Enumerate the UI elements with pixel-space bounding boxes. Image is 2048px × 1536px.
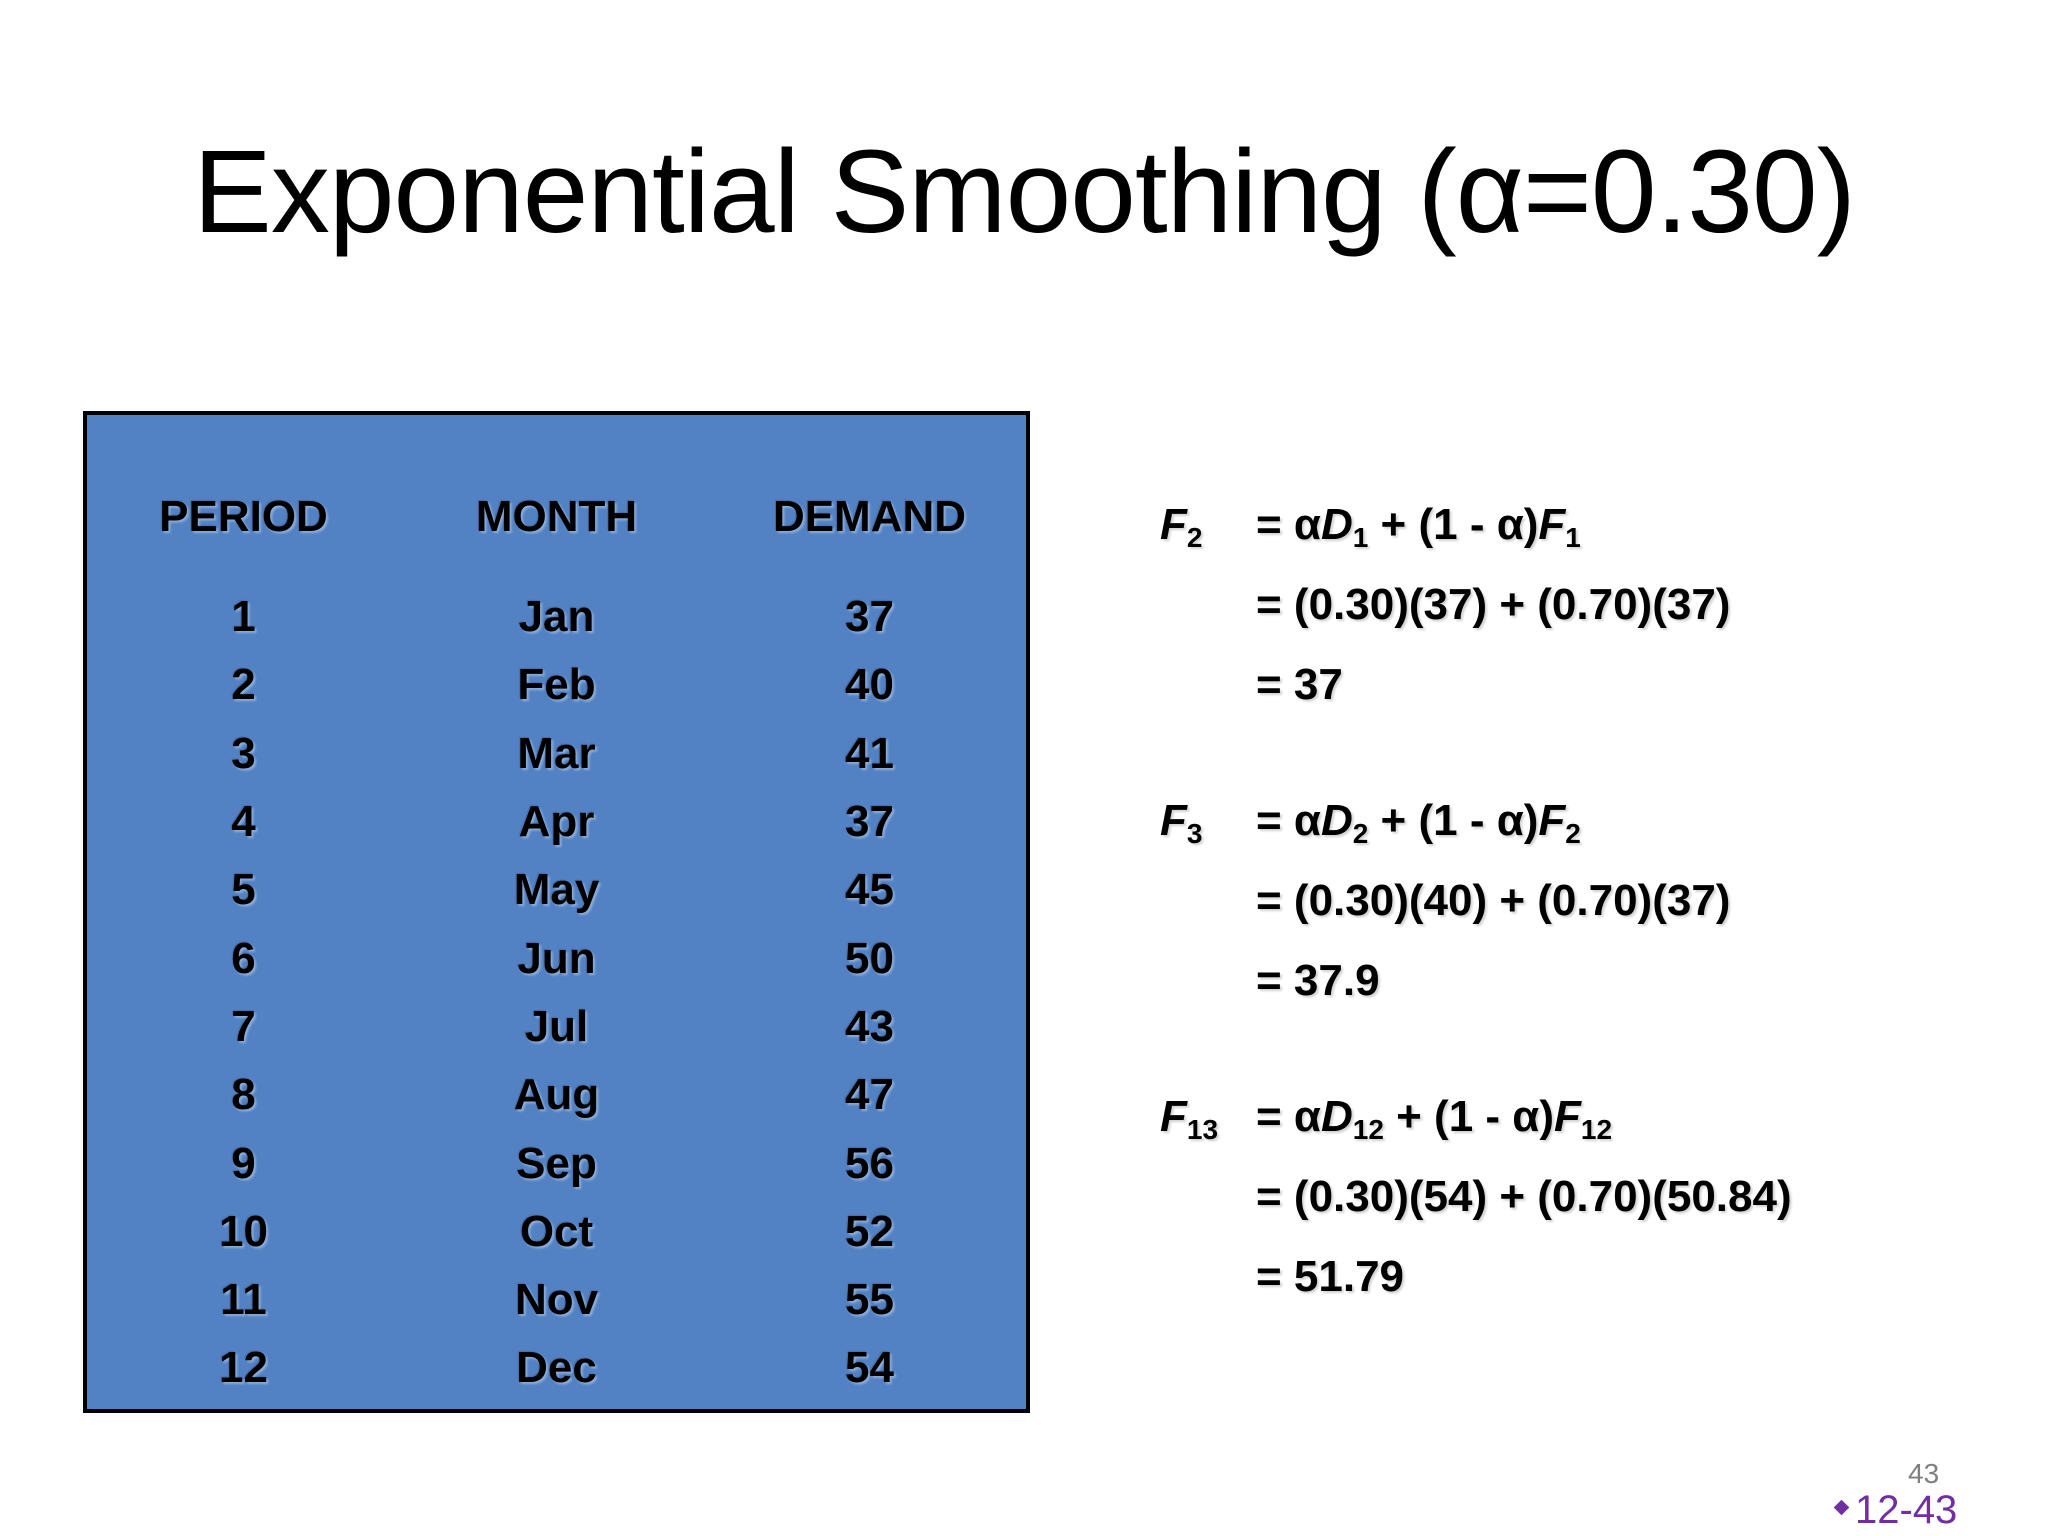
demand-cell: 37: [845, 797, 894, 847]
table-row: 7 Jul 43: [87, 993, 1026, 1061]
demand-cell: 56: [845, 1138, 894, 1188]
demand-cell: 54: [845, 1343, 894, 1393]
month-cell: Nov: [514, 1275, 599, 1325]
formula-result: = 37.9: [1256, 956, 1380, 1005]
demand-cell: 43: [845, 1001, 894, 1051]
table-row: 2 Feb 40: [87, 651, 1026, 719]
table-row: 3 Mar 41: [87, 720, 1026, 788]
period-cell: 7: [231, 1001, 256, 1051]
formula-variable: F13: [1160, 1092, 1219, 1145]
demand-cell: 45: [845, 865, 894, 915]
table-row: 12 Dec 54: [87, 1334, 1026, 1402]
demand-cell: 37: [845, 592, 894, 642]
formula-variable: F2: [1160, 500, 1203, 553]
table-row: 8 Aug 47: [87, 1061, 1026, 1129]
table-header-row: PERIOD MONTH DEMAND: [87, 481, 1026, 583]
slide-code: 12-43: [1833, 1488, 1958, 1533]
formula-substitution: = (0.30)(37) + (0.70)(37): [1256, 580, 1731, 629]
month-cell: Oct: [519, 1206, 594, 1256]
demand-cell: 40: [845, 660, 894, 710]
demand-cell: 52: [845, 1206, 894, 1256]
formula-definition: = αD1 + (1 - α)F1: [1256, 500, 1581, 553]
demand-table-panel: PERIOD MONTH DEMAND 1 Jan 37 2 Feb 40 3 Mar 41 4 A…: [83, 411, 1030, 1413]
table-row: 5 May 45: [87, 856, 1026, 924]
demand-cell: 41: [845, 728, 894, 778]
period-cell: 4: [231, 797, 256, 847]
period-cell: 12: [219, 1343, 268, 1393]
period-cell: 2: [231, 660, 256, 710]
month-header: MONTH: [475, 492, 638, 541]
period-cell: 5: [231, 865, 256, 915]
month-cell: Jul: [524, 1001, 589, 1051]
month-cell: Jun: [517, 933, 596, 983]
period-cell: 10: [219, 1206, 268, 1256]
demand-table: PERIOD MONTH DEMAND 1 Jan 37 2 Feb 40 3 Mar 41 4 A…: [87, 481, 1026, 1403]
table-body: 1 Jan 37 2 Feb 40 3 Mar 41 4 Apr 37 5 May 45 6 Jun 50 7 Jul…: [87, 583, 1026, 1403]
slide-code-label: 12-43: [1855, 1488, 1958, 1532]
formula-definition: = αD12 + (1 - α)F12: [1256, 1092, 1613, 1145]
month-cell: Apr: [518, 797, 595, 847]
diamond-bullet-icon: [1833, 1499, 1850, 1516]
period-header: PERIOD: [159, 492, 328, 541]
formula-variable: F3: [1160, 796, 1203, 849]
month-cell: Mar: [517, 728, 596, 778]
slide-title: Exponential Smoothing (α=0.30): [193, 126, 1856, 258]
table-row: 9 Sep 56: [87, 1129, 1026, 1197]
table-row: 10 Oct 52: [87, 1198, 1026, 1266]
period-cell: 6: [231, 933, 256, 983]
formula-definition: = αD2 + (1 - α)F2: [1256, 796, 1581, 849]
period-cell: 9: [231, 1138, 256, 1188]
month-cell: Jan: [518, 592, 595, 642]
demand-cell: 47: [845, 1070, 894, 1120]
demand-header: DEMAND: [772, 492, 967, 541]
demand-cell: 50: [845, 933, 894, 983]
month-cell: Aug: [513, 1070, 600, 1120]
month-cell: Sep: [516, 1138, 597, 1188]
month-cell: May: [513, 865, 600, 915]
page-number: 43: [1908, 1458, 1940, 1489]
period-cell: 11: [220, 1275, 267, 1325]
table-row: 4 Apr 37: [87, 788, 1026, 856]
month-cell: Dec: [516, 1343, 597, 1393]
table-row: 1 Jan 37: [87, 583, 1026, 651]
table-row: 6 Jun 50: [87, 924, 1026, 992]
formula-substitution: = (0.30)(40) + (0.70)(37): [1256, 876, 1731, 925]
formula-result: = 51.79: [1256, 1252, 1405, 1301]
demand-cell: 55: [845, 1275, 894, 1325]
month-cell: Feb: [517, 660, 596, 710]
period-cell: 1: [231, 592, 256, 642]
table-row: 11 Nov 55: [87, 1266, 1026, 1334]
formula-result: = 37: [1256, 660, 1343, 709]
period-cell: 8: [231, 1070, 256, 1120]
formula-substitution: = (0.30)(54) + (0.70)(50.84): [1256, 1172, 1792, 1221]
period-cell: 3: [231, 728, 256, 778]
